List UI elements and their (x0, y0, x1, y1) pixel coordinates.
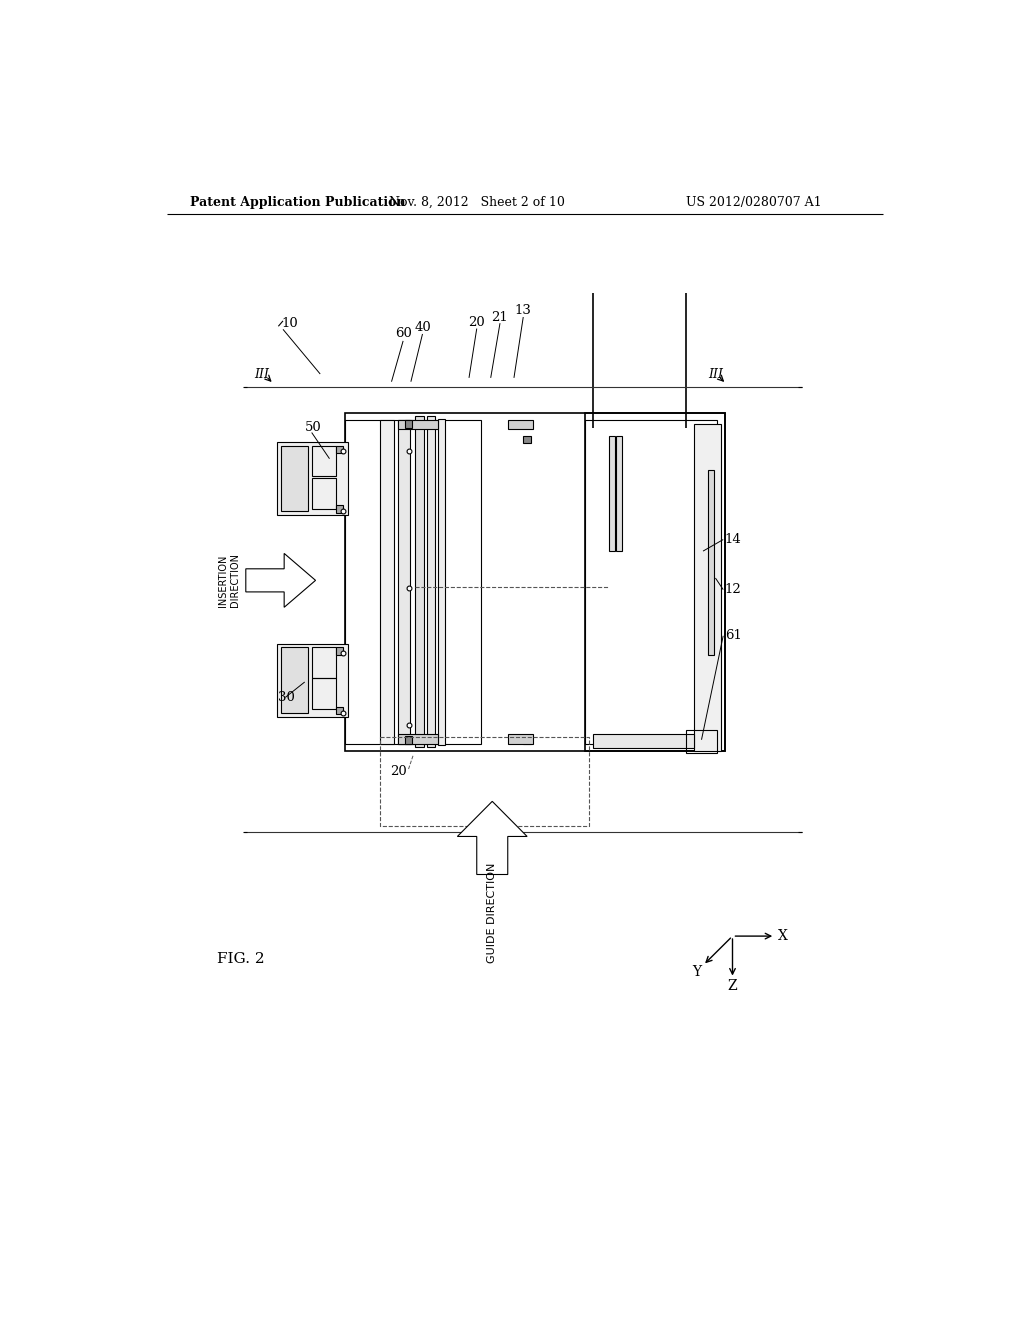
Bar (281, 446, 308, 511)
Text: US 2012/0280707 A1: US 2012/0280707 A1 (686, 195, 821, 209)
Text: 30: 30 (278, 690, 295, 704)
Polygon shape (246, 553, 315, 607)
Bar (345, 412, 725, 751)
Bar (523, 737, 531, 743)
Bar (312, 446, 336, 477)
Bar (586, 420, 717, 743)
Bar (312, 478, 336, 508)
Text: X: X (778, 929, 787, 942)
Bar (708, 470, 714, 655)
Text: FIG. 2: FIG. 2 (217, 952, 265, 966)
Bar (415, 416, 424, 747)
Bar (616, 436, 623, 552)
Text: 61: 61 (725, 630, 741, 643)
Bar (281, 647, 308, 713)
Bar (593, 734, 693, 748)
Bar (276, 644, 348, 717)
Bar (397, 734, 438, 743)
Polygon shape (458, 801, 527, 874)
Bar (312, 678, 336, 709)
Text: 40: 40 (414, 321, 431, 334)
Text: 13: 13 (515, 305, 531, 317)
Text: Nov. 8, 2012   Sheet 2 of 10: Nov. 8, 2012 Sheet 2 of 10 (389, 195, 564, 209)
Text: III: III (708, 367, 723, 380)
Bar (608, 436, 614, 552)
Text: 50: 50 (305, 421, 322, 434)
Bar (380, 420, 394, 743)
Text: III: III (254, 367, 268, 380)
Text: 20: 20 (390, 764, 407, 777)
Bar (312, 647, 336, 678)
Bar (523, 436, 531, 444)
Text: GUIDE DIRECTION: GUIDE DIRECTION (487, 863, 498, 964)
Text: 10: 10 (282, 317, 298, 330)
Bar (427, 416, 435, 747)
Bar (693, 424, 721, 751)
Bar (336, 446, 343, 453)
Bar (276, 442, 348, 515)
Text: Y: Y (692, 965, 701, 979)
Bar (397, 420, 438, 429)
Bar (508, 420, 532, 429)
Bar (508, 734, 532, 743)
Text: Patent Application Publication: Patent Application Publication (190, 195, 406, 209)
Bar (380, 738, 589, 826)
Text: 21: 21 (492, 310, 508, 323)
Bar (586, 412, 725, 751)
Bar (345, 420, 480, 743)
Bar (404, 737, 413, 743)
Bar (438, 418, 445, 744)
Bar (336, 706, 343, 714)
Text: 12: 12 (725, 583, 741, 597)
Text: INSERTION
DIRECTION: INSERTION DIRECTION (218, 553, 240, 607)
Bar (686, 730, 717, 752)
Bar (404, 420, 413, 428)
Bar (336, 647, 343, 655)
Text: 14: 14 (725, 533, 741, 546)
Text: 20: 20 (468, 315, 485, 329)
Bar (336, 506, 343, 512)
Text: 60: 60 (394, 327, 412, 341)
Bar (397, 420, 410, 743)
Text: Z: Z (728, 979, 737, 993)
